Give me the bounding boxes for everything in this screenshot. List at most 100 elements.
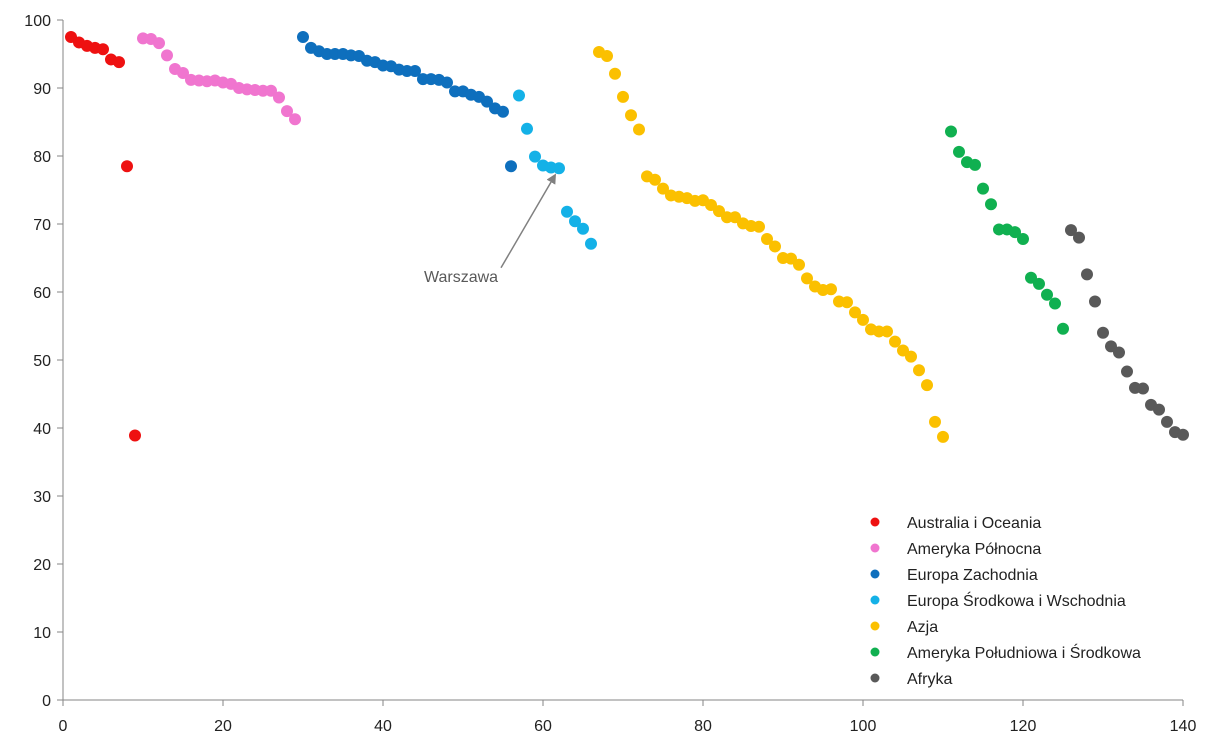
data-point: [281, 105, 293, 118]
data-point: [617, 90, 629, 103]
data-point: [793, 258, 805, 271]
y-tick-label: 0: [42, 693, 51, 710]
data-point: [129, 429, 141, 442]
series-2: [297, 31, 517, 173]
data-point: [969, 158, 981, 171]
data-point: [569, 215, 581, 228]
data-point: [1041, 288, 1053, 301]
data-point: [769, 240, 781, 253]
legend-label: Azja: [907, 619, 938, 636]
data-point: [1113, 346, 1125, 359]
x-tick-label: 60: [534, 718, 552, 735]
data-point: [153, 37, 165, 50]
series-3: [513, 89, 597, 250]
series-6: [1065, 224, 1189, 441]
data-point: [553, 162, 565, 175]
legend-label: Europa Środkowa i Wschodnia: [907, 591, 1126, 610]
data-point: [1097, 326, 1109, 339]
y-tick-label: 50: [33, 353, 51, 370]
series-4: [593, 45, 949, 443]
data-point: [857, 313, 869, 326]
x-tick-label: 20: [214, 718, 232, 735]
data-point: [409, 65, 421, 77]
legend-item: Afryka: [870, 671, 952, 688]
data-point: [121, 160, 133, 173]
y-tick-label: 40: [33, 421, 51, 438]
data-point: [441, 76, 453, 89]
legend-marker: [870, 543, 880, 553]
data-point: [505, 160, 517, 173]
data-point: [265, 84, 277, 97]
data-point: [761, 232, 773, 245]
data-point: [649, 173, 661, 186]
data-point: [113, 56, 125, 69]
data-point: [849, 306, 861, 319]
legend-marker: [870, 595, 880, 605]
legend-marker: [870, 647, 880, 657]
data-point: [177, 67, 189, 80]
data-point: [753, 220, 765, 233]
y-tick-label: 20: [33, 557, 51, 574]
annotations: Warszawa: [424, 173, 557, 286]
y-tick-label: 10: [33, 625, 51, 642]
y-tick-label: 30: [33, 489, 51, 506]
data-point: [289, 113, 301, 126]
data-point: [801, 272, 813, 285]
x-tick-label: 140: [1170, 718, 1197, 735]
data-point: [937, 430, 949, 443]
data-point: [577, 222, 589, 235]
tick-labels: 0 10 20 30 40 50 60 70 80 90 100 0 20 40 60 80 100 120 140: [24, 13, 1196, 735]
y-tick-label: 80: [33, 149, 51, 166]
legend-item: Ameryka Północna: [870, 541, 1041, 558]
data-point: [1017, 232, 1029, 245]
data-point: [905, 350, 917, 363]
data-point: [921, 379, 933, 392]
legend-marker: [870, 517, 880, 527]
annotation-label: Warszawa: [424, 269, 498, 286]
legend-item: Azja: [870, 619, 938, 636]
data-point: [497, 105, 509, 118]
legend: Australia i Oceania Ameryka Północna Europ…: [870, 515, 1141, 688]
x-tick-label: 100: [850, 718, 877, 735]
series-5: [945, 125, 1069, 335]
series-1: [137, 32, 301, 126]
y-tick-label: 90: [33, 81, 51, 98]
data-point: [529, 150, 541, 163]
data-point: [913, 364, 925, 377]
legend-marker: [870, 673, 880, 683]
legend-item: Ameryka Południowa i Środkowa: [870, 643, 1141, 662]
data-point: [1081, 268, 1093, 281]
data-point: [1161, 415, 1173, 428]
legend-label: Afryka: [907, 671, 952, 688]
data-point: [561, 205, 573, 218]
x-tick-label: 120: [1010, 718, 1037, 735]
legend-item: Australia i Oceania: [870, 515, 1041, 532]
data-point: [1073, 231, 1085, 244]
y-tick-label: 60: [33, 285, 51, 302]
legend-item: Europa Środkowa i Wschodnia: [870, 591, 1126, 610]
data-point: [625, 109, 637, 122]
data-point: [1089, 295, 1101, 308]
data-point: [521, 122, 533, 135]
y-tick-label: 70: [33, 217, 51, 234]
legend-marker: [870, 569, 880, 579]
data-point: [1121, 365, 1133, 378]
data-point: [889, 335, 901, 348]
series-0: [65, 31, 141, 442]
data-point: [609, 67, 621, 80]
data-point: [513, 89, 525, 102]
data-point: [881, 325, 893, 338]
data-point: [585, 237, 597, 250]
data-point: [977, 182, 989, 195]
data-point: [841, 296, 853, 309]
data-point: [161, 49, 173, 62]
x-tick-label: 80: [694, 718, 712, 735]
axes: [57, 19, 1184, 706]
annotation-arrow: [500, 173, 557, 269]
data-point: [1137, 382, 1149, 395]
data-point: [273, 91, 285, 104]
data-point: [601, 50, 613, 63]
data-point: [929, 415, 941, 428]
data-point: [1049, 297, 1061, 310]
